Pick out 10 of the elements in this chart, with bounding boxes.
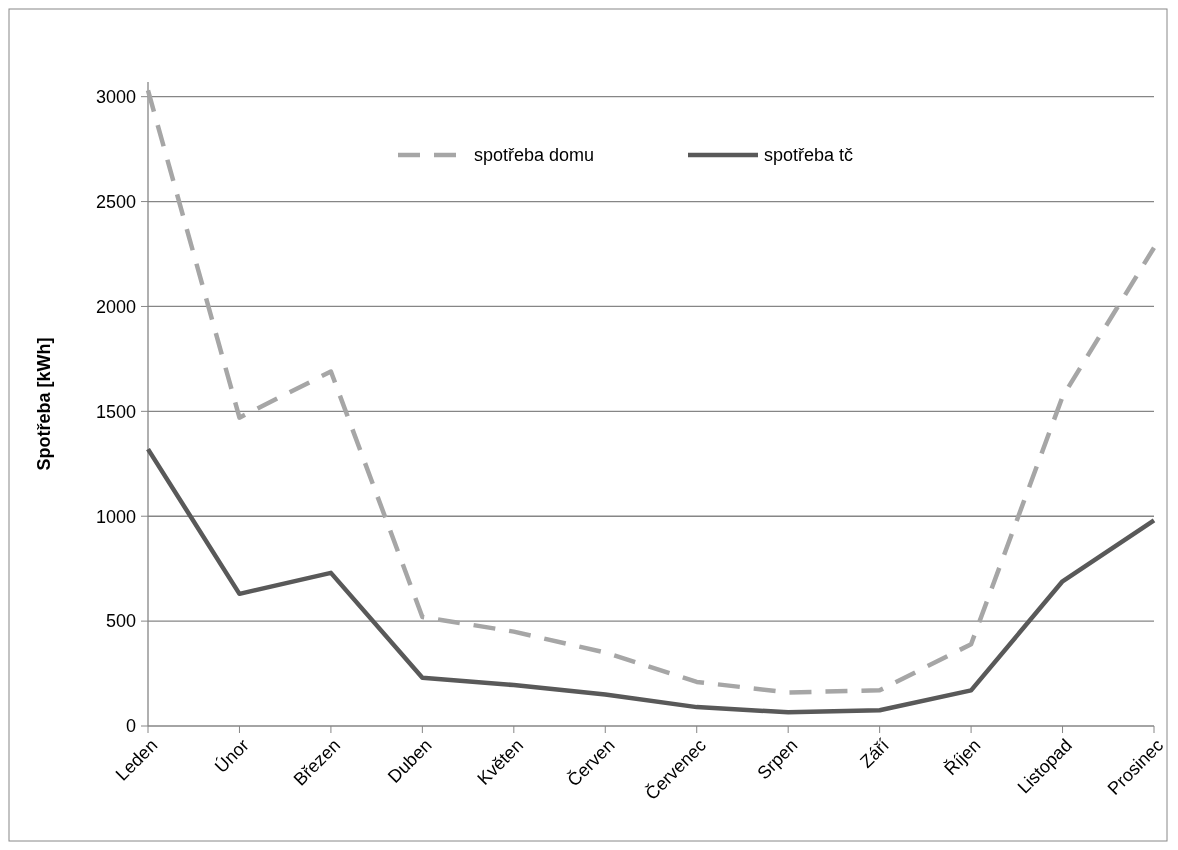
y-tick-label: 2500 — [95, 191, 136, 212]
y-axis-title: Spotřeba [kWh] — [34, 337, 54, 471]
y-tick-label: 3000 — [95, 86, 136, 107]
y-tick-label: 500 — [105, 611, 136, 632]
y-tick-label: 2000 — [95, 296, 136, 317]
legend-label: spotřeba domu — [474, 145, 595, 166]
y-tick-label: 1000 — [95, 506, 136, 527]
legend-label: spotřeba tč — [764, 145, 854, 166]
y-tick-label: 1500 — [95, 401, 136, 422]
y-tick-label: 0 — [125, 716, 136, 737]
